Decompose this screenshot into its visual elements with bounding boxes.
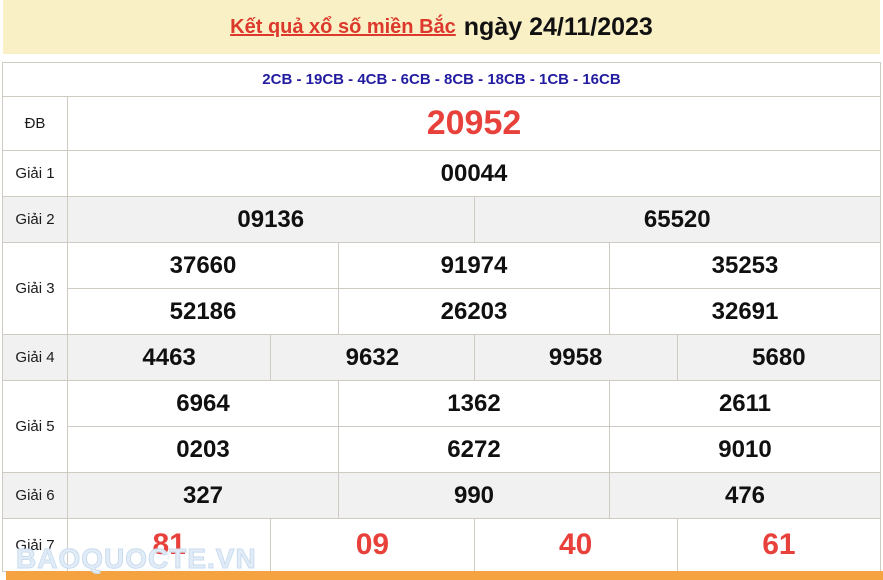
prize-label: Giải 5 bbox=[2, 380, 68, 473]
prize-number: 00044 bbox=[67, 150, 881, 197]
prize-label: Giải 3 bbox=[2, 242, 68, 335]
prize-number: 81 bbox=[66, 518, 272, 572]
prize-label: Giải 4 bbox=[2, 334, 68, 381]
prize-number: 5680 bbox=[676, 334, 882, 381]
prize-label: Giải 2 bbox=[2, 196, 68, 243]
prize-number: 9010 bbox=[609, 426, 881, 473]
prize-number: 52186 bbox=[67, 288, 339, 335]
prize-row: Giải 6 327 990 476 bbox=[2, 472, 881, 519]
prize-number: 32691 bbox=[609, 288, 881, 335]
prize-label: ĐB bbox=[2, 96, 68, 151]
prize-number: 26203 bbox=[338, 288, 610, 335]
results-table: 2CB - 19CB - 4CB - 6CB - 8CB - 18CB - 1C… bbox=[2, 62, 882, 572]
prize-number: 6964 bbox=[67, 380, 339, 427]
prize-number: 476 bbox=[609, 472, 881, 519]
orange-bottom-bar bbox=[6, 571, 883, 580]
prize-number: 61 bbox=[676, 518, 882, 572]
prize-number: 4463 bbox=[66, 334, 272, 381]
prize-number: 990 bbox=[338, 472, 610, 519]
prize-label: Giải 7 bbox=[2, 518, 68, 572]
prize-number: 0203 bbox=[67, 426, 339, 473]
prize-number: 9958 bbox=[473, 334, 678, 381]
title-link[interactable]: Kết quả xổ số miền Bắc bbox=[230, 15, 456, 38]
subheader-row: 2CB - 19CB - 4CB - 6CB - 8CB - 18CB - 1C… bbox=[2, 62, 881, 97]
prize-number: 09 bbox=[270, 518, 475, 572]
prize-row: 0203 6272 9010 bbox=[3, 426, 881, 473]
prize-row: Giải 7 81 09 40 61 bbox=[2, 518, 882, 572]
prize-label: Giải 6 bbox=[2, 472, 68, 519]
prize-number: 35253 bbox=[609, 242, 881, 289]
prize-number: 9632 bbox=[270, 334, 475, 381]
prize-number: 20952 bbox=[67, 96, 881, 151]
prize-row: ĐB 20952 bbox=[2, 96, 881, 151]
prize-number: 327 bbox=[67, 472, 339, 519]
prize-number: 6272 bbox=[338, 426, 610, 473]
prize-number: 65520 bbox=[473, 196, 881, 243]
title-band: Kết quả xổ số miền Bắc ngày 24/11/2023 bbox=[3, 0, 880, 54]
prize-label: Giải 1 bbox=[2, 150, 68, 197]
prize-row: Giải 5 6964 1362 2611 bbox=[2, 380, 881, 473]
title-date: ngày 24/11/2023 bbox=[463, 12, 653, 41]
prize-number: 37660 bbox=[67, 242, 339, 289]
prize-row: Giải 1 00044 bbox=[2, 150, 881, 197]
prize-number: 91974 bbox=[338, 242, 610, 289]
prize-number: 09136 bbox=[67, 196, 475, 243]
prize-row: Giải 2 09136 65520 bbox=[2, 196, 881, 243]
cb-summary: 2CB - 19CB - 4CB - 6CB - 8CB - 18CB - 1C… bbox=[2, 62, 881, 97]
prize-row: 52186 26203 32691 bbox=[3, 288, 881, 335]
prize-row: Giải 3 37660 91974 35253 bbox=[2, 242, 881, 335]
prize-number: 2611 bbox=[609, 380, 881, 427]
prize-number: 1362 bbox=[338, 380, 610, 427]
prize-number: 40 bbox=[473, 518, 678, 572]
prize-row: Giải 4 4463 9632 9958 5680 bbox=[2, 334, 882, 381]
